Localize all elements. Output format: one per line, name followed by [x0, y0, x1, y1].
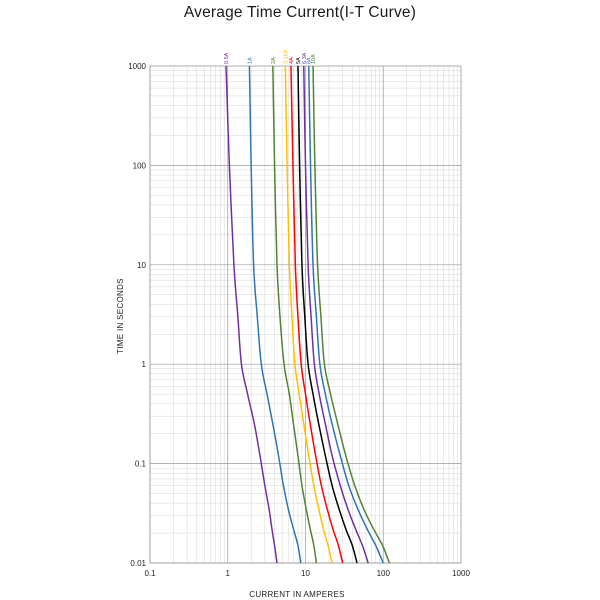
series-line-6-3a — [303, 65, 369, 564]
x-tick-label: 1 — [226, 569, 231, 578]
y-tick-labels: 0.01 0.1 1 10 100 1000 — [128, 62, 146, 568]
x-tick-label: 0.1 — [144, 569, 156, 578]
series-label-4a: 4A — [289, 57, 295, 64]
series-label-3-15a: 3.15A — [283, 49, 289, 64]
y-tick-label: 0.01 — [130, 559, 146, 568]
x-tick-label: 10 — [301, 569, 310, 578]
series-label-6-3a: 6.3A — [302, 52, 308, 64]
x-tick-label: 100 — [377, 569, 391, 578]
series-label-8a: 8A — [307, 57, 313, 64]
series-line-0-5a — [225, 65, 278, 564]
series-label-2a: 2A — [271, 57, 277, 64]
y-tick-label: 10 — [137, 261, 146, 270]
x-tick-label: 1000 — [452, 569, 470, 578]
series-label-0-5a: 0.5A — [224, 52, 230, 64]
series-line-1a — [248, 65, 302, 564]
plot-frame — [149, 65, 462, 564]
y-tick-label: 0.1 — [135, 460, 147, 469]
series-line-4a — [290, 65, 344, 564]
chart-title: Average Time Current(I-T Curve) — [183, 4, 417, 21]
y-tick-label: 100 — [133, 161, 147, 170]
x-tick-labels: 0.1 1 10 100 1000 — [144, 569, 470, 578]
series-line-3-15a — [284, 65, 333, 564]
series-group — [225, 65, 391, 564]
series-label-5a: 5A — [296, 57, 302, 64]
series-label-10a: 10A — [311, 54, 317, 64]
y-tick-label: 1 — [142, 360, 147, 369]
y-axis-title: TIME IN SECONDS — [116, 278, 125, 354]
series-line-10a — [312, 65, 391, 564]
series-line-8a — [307, 65, 384, 564]
x-axis-title: CURRENT IN AMPERES — [249, 590, 345, 599]
series-line-2a — [272, 65, 318, 564]
series-label-1a: 1A — [247, 57, 253, 64]
series-line-5a — [297, 65, 358, 564]
y-tick-label: 1000 — [128, 62, 146, 71]
